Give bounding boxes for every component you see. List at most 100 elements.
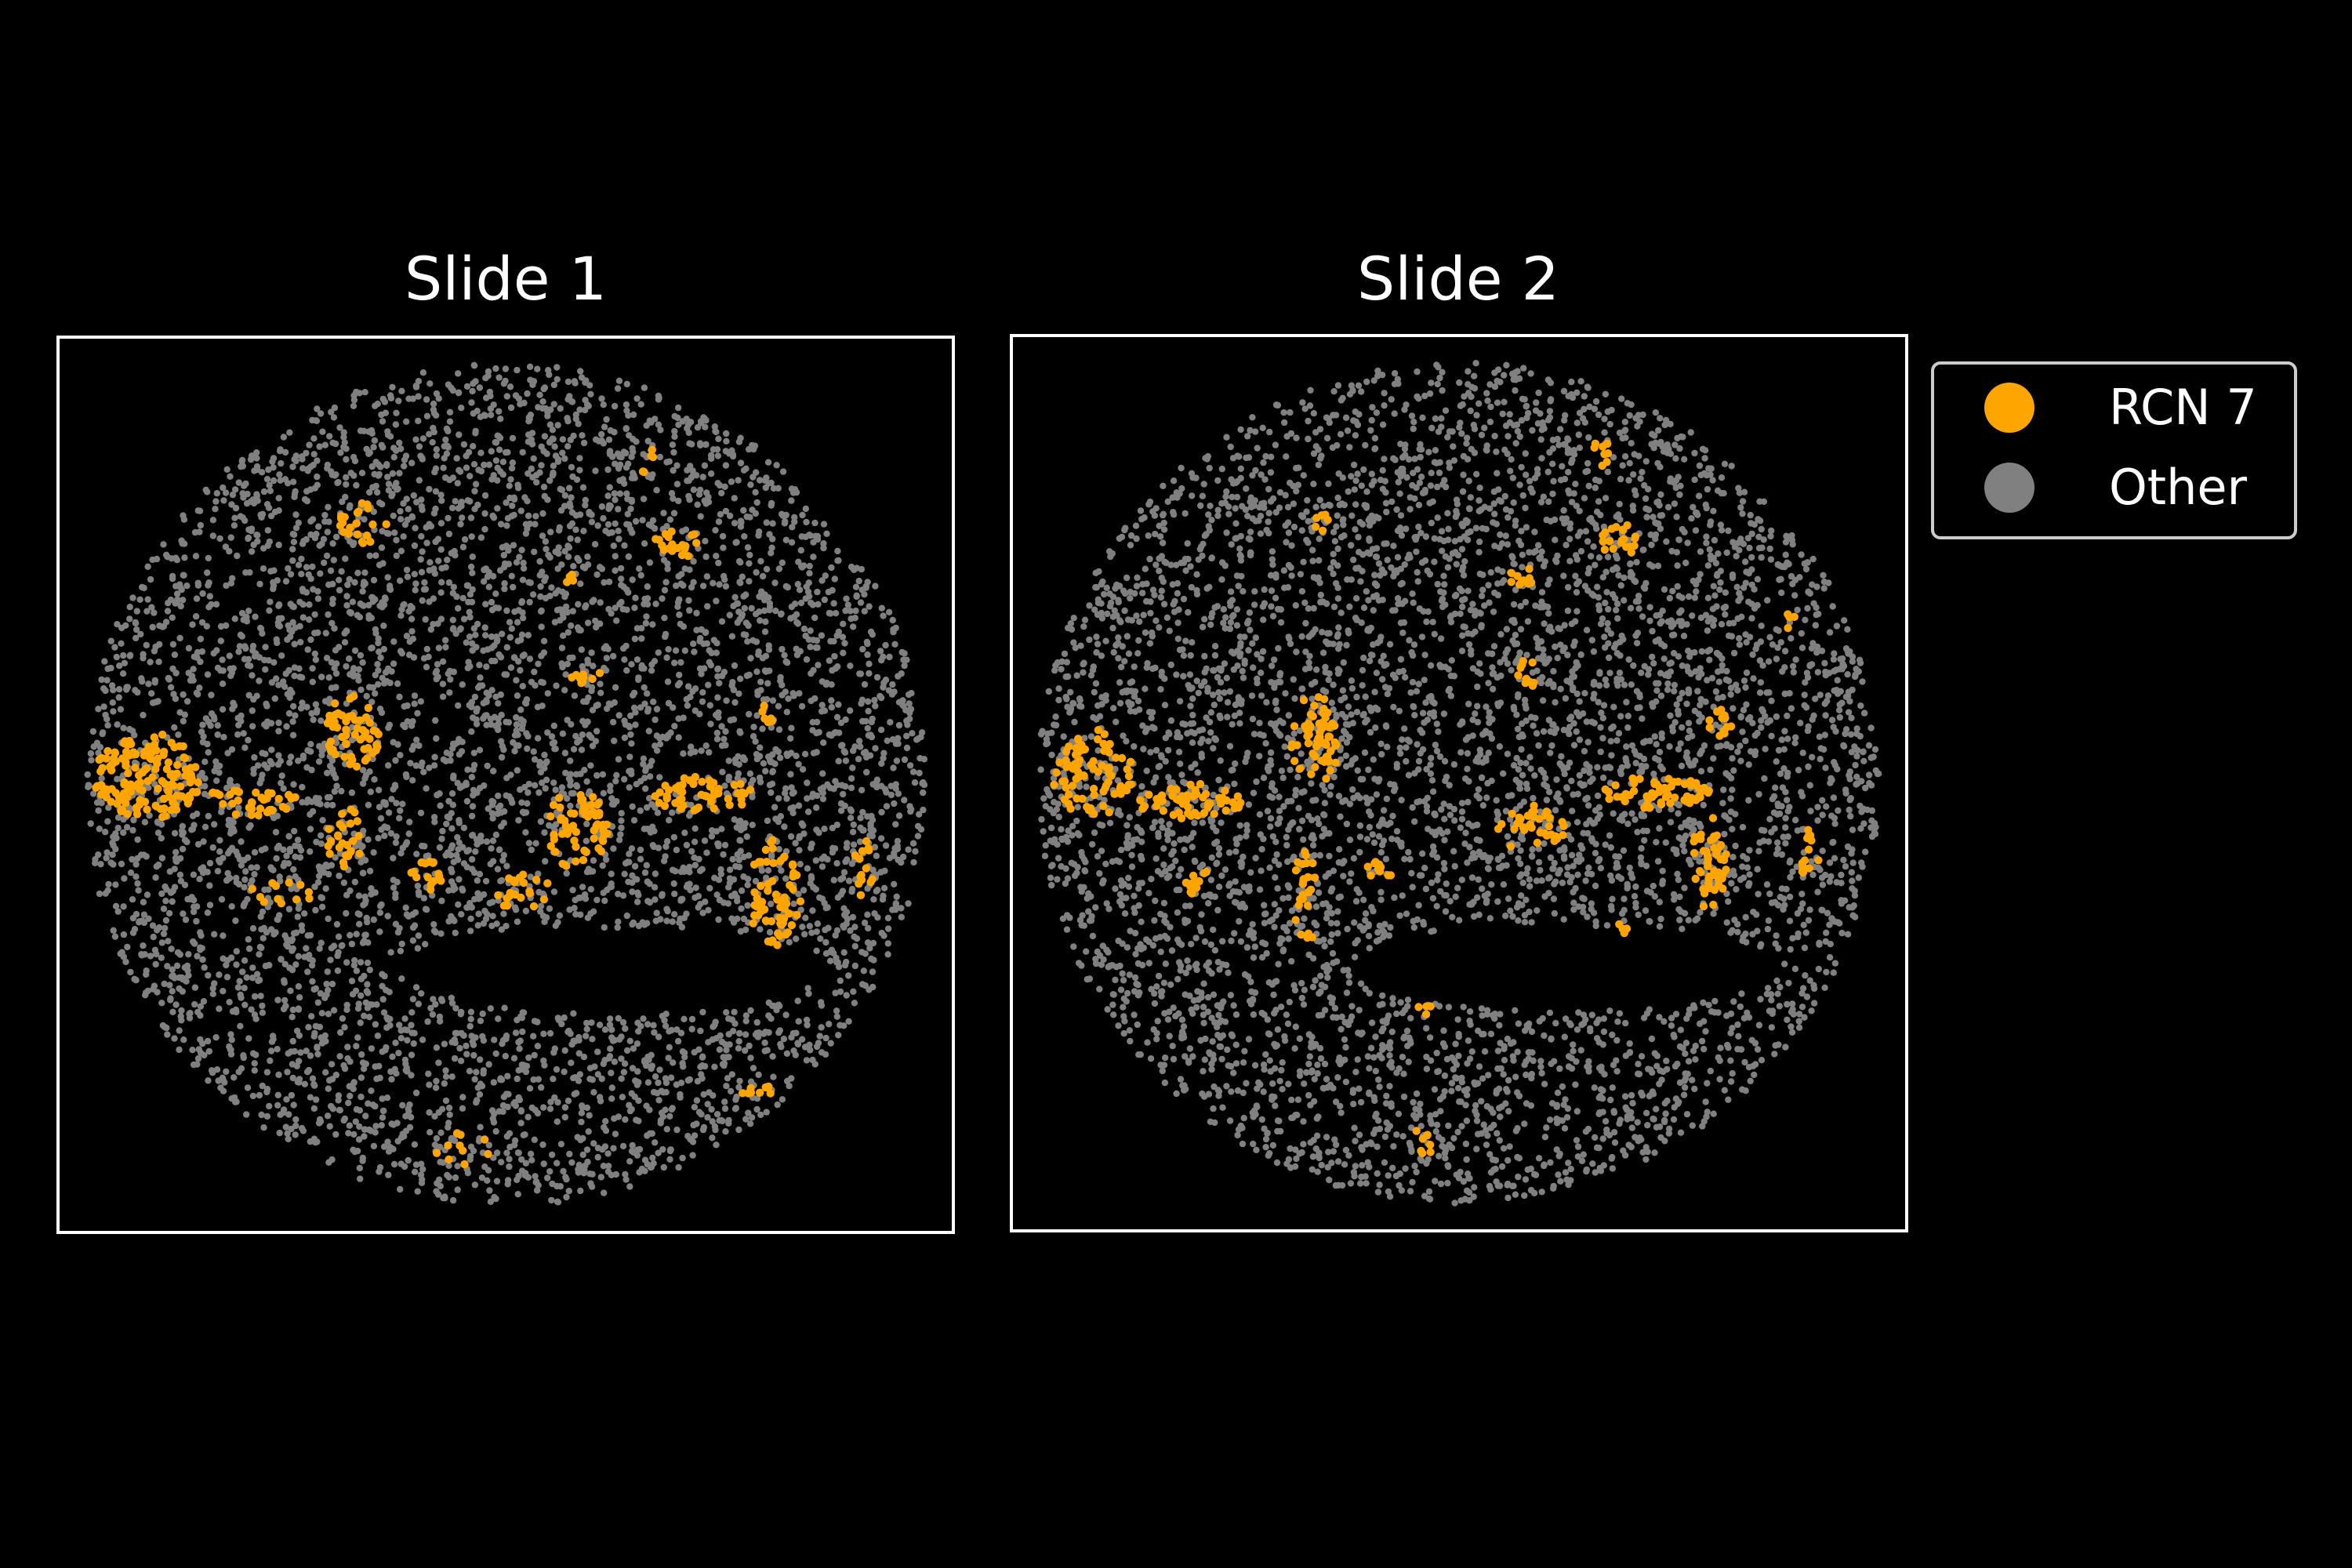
other-point	[895, 740, 902, 747]
other-point	[468, 533, 475, 540]
other-point	[518, 599, 525, 606]
other-point	[201, 964, 208, 971]
other-point	[211, 821, 218, 828]
other-point	[241, 1001, 249, 1009]
other-point	[712, 527, 719, 534]
other-point	[115, 694, 122, 701]
other-point	[909, 840, 917, 847]
other-point	[126, 652, 134, 659]
other-point	[216, 762, 223, 770]
other-point	[455, 702, 462, 710]
other-point	[514, 692, 521, 699]
other-point	[223, 974, 231, 981]
other-point	[112, 902, 120, 910]
other-point	[605, 605, 612, 613]
other-point	[802, 632, 809, 640]
other-point	[281, 996, 289, 1004]
other-point	[534, 1187, 541, 1194]
other-point	[518, 799, 525, 806]
other-point	[676, 611, 683, 619]
other-point	[525, 780, 532, 788]
other-point	[273, 675, 280, 682]
other-point	[110, 861, 117, 868]
other-point	[458, 405, 465, 412]
other-point	[433, 1134, 441, 1142]
other-point	[663, 1126, 670, 1133]
other-point	[490, 1119, 498, 1126]
other-point	[226, 999, 233, 1006]
other-point	[471, 1076, 478, 1083]
other-point	[414, 882, 422, 890]
other-point	[233, 961, 240, 968]
other-point	[408, 1072, 415, 1079]
other-point	[280, 1005, 288, 1013]
other-point	[172, 670, 180, 677]
other-point	[355, 666, 363, 673]
other-point	[185, 951, 192, 958]
other-point	[518, 631, 526, 638]
other-point	[296, 1079, 303, 1086]
other-point	[567, 503, 574, 510]
other-point	[214, 731, 221, 739]
other-point	[632, 517, 640, 525]
other-point	[901, 650, 908, 657]
other-point	[363, 914, 370, 922]
other-point	[474, 877, 481, 884]
other-point	[713, 735, 721, 742]
other-point	[857, 599, 865, 606]
other-point	[421, 579, 428, 586]
other-point	[728, 633, 736, 640]
other-point	[738, 905, 745, 913]
other-point	[284, 1069, 291, 1076]
other-point	[607, 426, 614, 434]
other-point	[618, 1055, 625, 1062]
other-point	[786, 938, 793, 946]
other-point	[431, 753, 438, 760]
other-point	[674, 681, 682, 689]
other-point	[295, 1058, 303, 1065]
other-point	[730, 716, 738, 723]
other-point	[103, 849, 111, 856]
other-point	[867, 820, 874, 827]
other-point	[747, 481, 754, 488]
other-point	[544, 690, 551, 697]
other-point	[706, 884, 713, 892]
other-point	[706, 647, 713, 654]
other-point	[684, 1132, 691, 1140]
other-point	[512, 906, 520, 913]
other-point	[158, 835, 165, 842]
other-point	[793, 1029, 800, 1036]
other-point	[303, 1047, 310, 1054]
other-point	[818, 855, 826, 862]
other-point	[258, 1111, 265, 1119]
other-point	[731, 1105, 739, 1112]
other-point	[840, 649, 847, 656]
other-point	[652, 716, 659, 724]
other-point	[850, 821, 858, 829]
other-point	[460, 824, 468, 832]
other-point	[285, 1111, 292, 1118]
other-point	[723, 437, 730, 445]
other-point	[693, 1120, 700, 1127]
other-point	[303, 535, 310, 543]
other-point	[299, 453, 306, 460]
other-point	[353, 931, 360, 938]
other-point	[677, 659, 684, 666]
other-point	[268, 679, 276, 686]
other-point	[798, 1036, 806, 1043]
other-point	[920, 806, 927, 814]
other-point	[503, 522, 510, 529]
other-point	[554, 422, 561, 429]
other-point	[775, 846, 782, 853]
other-point	[425, 1070, 432, 1077]
other-point	[291, 641, 298, 648]
other-point	[412, 586, 419, 593]
other-point	[578, 1109, 586, 1116]
other-point	[483, 721, 490, 728]
other-point	[872, 745, 879, 752]
other-point	[656, 741, 664, 748]
other-point	[903, 732, 910, 739]
other-point	[489, 913, 496, 920]
other-point	[653, 706, 661, 713]
other-point	[869, 866, 877, 873]
